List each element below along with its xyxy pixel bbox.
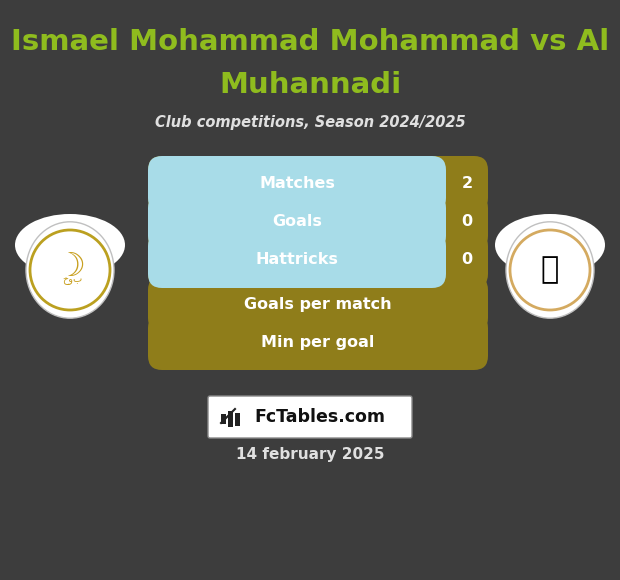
Text: FcTables.com: FcTables.com bbox=[254, 408, 386, 426]
Text: Goals: Goals bbox=[272, 215, 322, 230]
FancyBboxPatch shape bbox=[148, 194, 488, 250]
Bar bbox=[221, 414, 226, 424]
FancyBboxPatch shape bbox=[148, 156, 446, 212]
Bar bbox=[235, 412, 240, 426]
FancyBboxPatch shape bbox=[148, 208, 488, 236]
Text: Ismael Mohammad Mohammad vs Al: Ismael Mohammad Mohammad vs Al bbox=[11, 28, 609, 56]
FancyBboxPatch shape bbox=[208, 396, 412, 438]
FancyBboxPatch shape bbox=[148, 276, 488, 332]
Text: 0: 0 bbox=[461, 215, 472, 230]
Circle shape bbox=[30, 230, 110, 310]
FancyBboxPatch shape bbox=[148, 232, 488, 288]
FancyBboxPatch shape bbox=[148, 290, 488, 318]
Ellipse shape bbox=[495, 214, 605, 276]
Ellipse shape bbox=[26, 222, 114, 318]
Text: 0: 0 bbox=[461, 252, 472, 267]
FancyBboxPatch shape bbox=[148, 314, 488, 370]
Text: ☽: ☽ bbox=[55, 249, 85, 282]
Ellipse shape bbox=[15, 214, 125, 276]
Text: Min per goal: Min per goal bbox=[261, 335, 374, 350]
FancyBboxPatch shape bbox=[148, 246, 488, 274]
Text: Club competitions, Season 2024/2025: Club competitions, Season 2024/2025 bbox=[154, 114, 466, 129]
Ellipse shape bbox=[506, 222, 594, 318]
FancyBboxPatch shape bbox=[148, 170, 488, 198]
FancyBboxPatch shape bbox=[148, 156, 488, 212]
Text: Hattricks: Hattricks bbox=[255, 252, 339, 267]
Text: Goals per match: Goals per match bbox=[244, 296, 392, 311]
Text: 🏆: 🏆 bbox=[541, 256, 559, 285]
Text: 14 february 2025: 14 february 2025 bbox=[236, 448, 384, 462]
FancyBboxPatch shape bbox=[148, 232, 446, 288]
Text: Muhannadi: Muhannadi bbox=[219, 71, 401, 99]
Text: Matches: Matches bbox=[259, 176, 335, 191]
FancyBboxPatch shape bbox=[148, 328, 488, 356]
Bar bbox=[228, 411, 233, 427]
Circle shape bbox=[510, 230, 590, 310]
FancyBboxPatch shape bbox=[148, 194, 446, 250]
Text: خوب: خوب bbox=[62, 275, 82, 285]
Text: 2: 2 bbox=[461, 176, 472, 191]
